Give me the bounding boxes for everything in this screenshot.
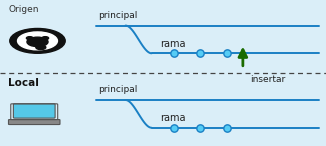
Text: rama: rama: [160, 113, 185, 123]
Circle shape: [42, 37, 49, 40]
FancyBboxPatch shape: [13, 104, 55, 118]
Text: rama: rama: [160, 39, 185, 49]
FancyBboxPatch shape: [8, 120, 60, 125]
Circle shape: [26, 37, 33, 40]
Text: Origen: Origen: [8, 5, 39, 14]
Text: principal: principal: [98, 85, 137, 94]
Text: principal: principal: [98, 11, 137, 20]
Point: [172, 127, 177, 129]
Circle shape: [18, 32, 57, 50]
Point: [172, 52, 177, 54]
Text: insertar: insertar: [250, 75, 285, 84]
Text: Local: Local: [8, 78, 39, 88]
Circle shape: [10, 28, 65, 53]
Point: [198, 127, 203, 129]
Point: [224, 52, 229, 54]
Circle shape: [27, 37, 48, 47]
Point: [224, 127, 229, 129]
Circle shape: [36, 45, 46, 50]
Point: [198, 52, 203, 54]
